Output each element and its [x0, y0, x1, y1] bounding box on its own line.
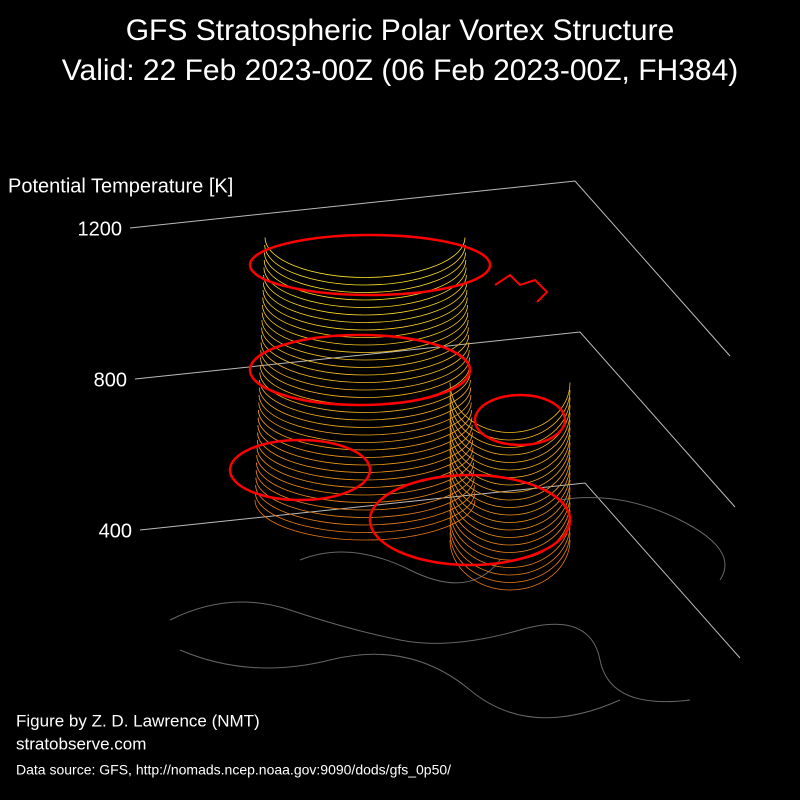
level-plane [134, 331, 736, 508]
coastlines [169, 497, 726, 719]
vortex-layer [257, 432, 473, 473]
vortex-layer [449, 502, 571, 553]
vortex-layer [449, 517, 571, 568]
vortex-layer [261, 312, 469, 353]
vortex-layer [449, 464, 571, 516]
vortex-layer [264, 252, 466, 293]
vortex-layer [449, 532, 571, 583]
vortex-edge [228, 438, 372, 502]
vortex-layer [449, 487, 571, 538]
vortex-layer [261, 319, 469, 361]
vortex-layer [260, 349, 470, 391]
vortex-layer [449, 442, 571, 493]
vortex-layer [449, 509, 571, 561]
vortex-edge [368, 473, 572, 567]
z-tick-label: 400 [99, 520, 132, 542]
level-plane [129, 180, 731, 357]
vortex-layer [449, 539, 571, 591]
vortex-layer [449, 382, 571, 433]
vortex-layer [449, 457, 571, 508]
vortex-layer [449, 449, 571, 501]
vortex-layer [258, 387, 472, 428]
vortex-layer [263, 274, 467, 316]
vortex-layer [449, 412, 571, 463]
vortex [228, 233, 572, 591]
credit: stratobserve.com [16, 734, 146, 753]
vortex-layer [256, 454, 474, 496]
vortex-edge [494, 273, 549, 303]
vortex-layer [259, 379, 471, 421]
vortex-edge [248, 333, 472, 407]
vortex-layer [256, 447, 474, 488]
vortex-layer [449, 419, 571, 471]
vortex-edge [473, 393, 567, 447]
z-axis-label: Potential Temperature [K] [8, 175, 233, 197]
level-plane [139, 482, 741, 659]
vortex-layer [449, 434, 571, 486]
vortex-edge [248, 233, 492, 297]
z-tick-label: 1200 [78, 218, 123, 240]
z-tick-label: 800 [94, 369, 127, 391]
vortex-layer [264, 244, 466, 286]
vortex-layer [258, 409, 472, 451]
vortex-layer [449, 472, 571, 523]
chart-title: GFS Stratospheric Polar Vortex Structure [126, 14, 675, 47]
vortex-layer [262, 297, 468, 338]
vortex-layer [258, 402, 472, 443]
credit: Figure by Z. D. Lawrence (NMT) [16, 711, 260, 730]
vortex-layer [261, 327, 469, 368]
vortex-layer [449, 494, 571, 546]
chart-subtitle: Valid: 22 Feb 2023-00Z (06 Feb 2023-00Z,… [62, 54, 739, 87]
vortex-layer [262, 282, 468, 323]
vortex-layer [262, 289, 468, 331]
vortex-layer [262, 304, 468, 346]
vortex-layer [258, 394, 472, 436]
vortex-layer [264, 237, 466, 278]
source: Data source: GFS, http://nomads.ncep.noa… [16, 762, 451, 778]
vortex-layer [260, 357, 470, 398]
vortex-layer [263, 259, 467, 301]
vortex-layer [256, 462, 474, 503]
vortex-layer [449, 479, 571, 531]
vortex-layer [449, 524, 571, 576]
vortex-layer [260, 342, 470, 383]
